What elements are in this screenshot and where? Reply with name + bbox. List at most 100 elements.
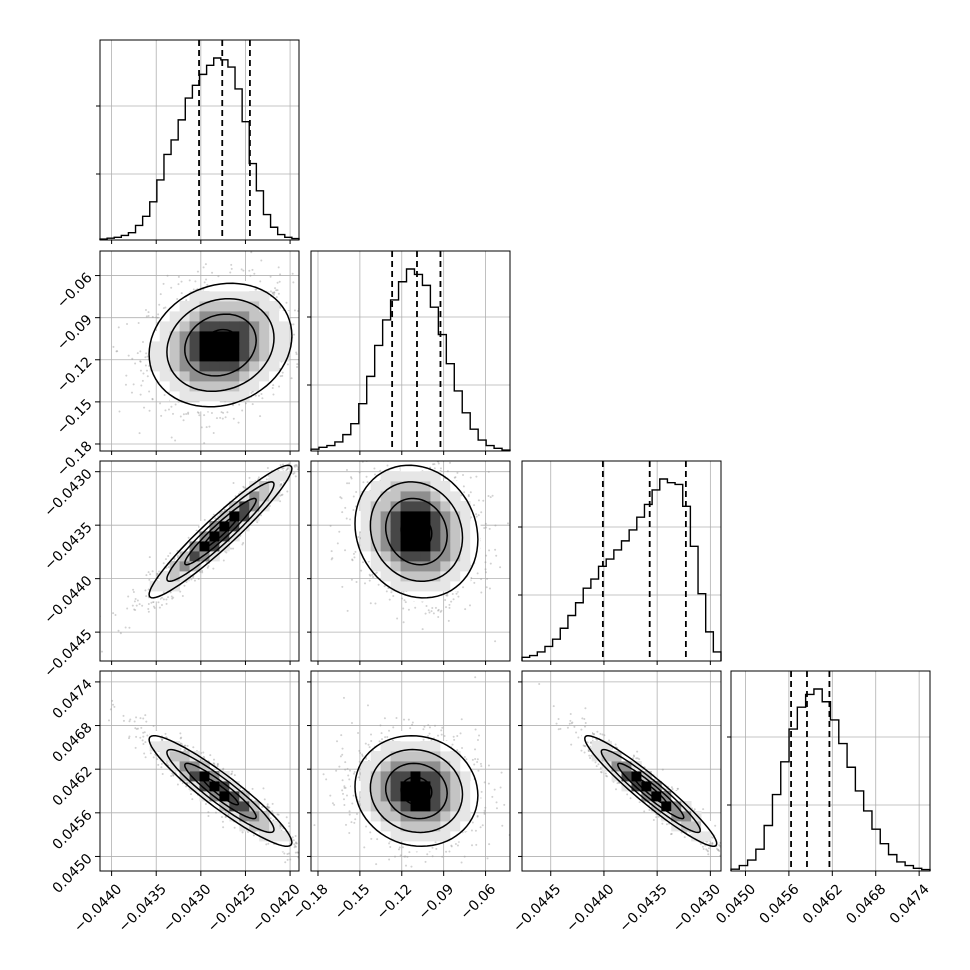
- scatter-point: [275, 289, 278, 292]
- scatter-point: [134, 608, 137, 611]
- density-cell: [269, 471, 280, 482]
- density-cell: [269, 341, 280, 352]
- density-cell: [199, 391, 210, 402]
- scatter-point: [257, 476, 260, 479]
- scatter-point: [432, 463, 435, 466]
- scatter-point: [292, 323, 295, 326]
- scatter-point: [303, 319, 305, 321]
- density-cell: [209, 301, 220, 312]
- scatter-point: [233, 826, 236, 829]
- scatter-point: [152, 605, 155, 608]
- scatter-point: [345, 517, 348, 520]
- scatter-point: [383, 456, 385, 458]
- density-cell: [229, 391, 240, 402]
- density-cell: [430, 501, 441, 512]
- scatter-point: [250, 251, 253, 254]
- density-cell: [219, 371, 230, 382]
- scatter-point: [341, 511, 344, 514]
- scatter-point: [146, 375, 149, 378]
- scatter-point: [142, 731, 145, 734]
- scatter-point: [293, 464, 296, 467]
- scatter-point: [345, 468, 348, 471]
- scatter-point: [149, 573, 152, 576]
- scatter-point: [206, 566, 209, 569]
- density-cell: [219, 321, 230, 332]
- density-cell: [229, 281, 240, 292]
- scatter-point: [162, 598, 165, 601]
- density-cell: [410, 531, 421, 542]
- density-cell: [209, 281, 220, 292]
- density-cell: [159, 371, 171, 382]
- density-cell: [179, 301, 190, 312]
- scatter-point: [388, 598, 391, 601]
- density-cell: [360, 511, 372, 522]
- density-cell: [450, 561, 461, 572]
- density-cell: [259, 331, 270, 342]
- scatter-point: [225, 551, 228, 554]
- density-cell: [159, 581, 171, 592]
- scatter-point: [135, 604, 138, 607]
- scatter-point: [261, 397, 264, 400]
- scatter-point: [251, 268, 254, 271]
- panel-frame: [310, 250, 511, 452]
- scatter-point: [257, 394, 260, 397]
- scatter-point: [445, 606, 448, 609]
- density-cell: [269, 371, 280, 382]
- scatter-point: [313, 452, 315, 454]
- scatter-point: [202, 288, 205, 291]
- scatter-point: [134, 362, 137, 365]
- scatter-point: [141, 379, 144, 382]
- scatter-point: [204, 246, 206, 248]
- scatter-point: [325, 343, 327, 345]
- scatter-point: [244, 487, 247, 490]
- scatter-point: [294, 464, 297, 467]
- density-cell: [279, 321, 290, 332]
- density-cell: [249, 481, 260, 492]
- density-cell: [259, 481, 270, 492]
- density-cell: [259, 321, 270, 332]
- scatter-point: [206, 283, 209, 286]
- scatter-point: [276, 813, 279, 816]
- density-cell: [400, 511, 411, 522]
- scatter-point: [173, 558, 176, 561]
- scatter-point: [440, 609, 443, 612]
- scatter-point: [211, 271, 214, 274]
- scatter-point: [339, 496, 342, 499]
- density-cell: [219, 391, 230, 402]
- scatter-point: [147, 315, 150, 318]
- scatter-point: [355, 580, 358, 583]
- scatter-point: [288, 462, 291, 465]
- hist-panel-2: [521, 460, 722, 662]
- density-cell: [239, 361, 250, 372]
- density-cell: [370, 511, 382, 522]
- scatter-point: [484, 522, 487, 525]
- density-cell: [400, 471, 411, 482]
- scatter-point: [447, 457, 449, 459]
- scatter-point: [394, 452, 396, 454]
- hist-panel-3: [730, 670, 931, 872]
- scatter-point: [293, 309, 296, 312]
- scatter-point: [293, 333, 296, 336]
- scatter-point: [293, 471, 296, 474]
- scatter-point: [305, 457, 307, 459]
- scatter-point: [421, 628, 424, 631]
- density-cell: [440, 501, 451, 512]
- scatter-point: [201, 571, 204, 574]
- scatter-point: [112, 612, 115, 615]
- scatter-point: [172, 773, 175, 776]
- density-cell: [259, 341, 270, 352]
- scatter-point: [308, 453, 310, 455]
- scatter-point: [200, 426, 203, 429]
- density-cell: [239, 331, 250, 342]
- scatter-point: [147, 571, 150, 574]
- density-cell: [199, 291, 210, 302]
- scatter-point: [203, 281, 206, 284]
- scatter-point: [203, 442, 206, 445]
- density-cell: [199, 321, 210, 332]
- scatter-point: [494, 548, 497, 551]
- density-cell: [390, 511, 401, 522]
- scatter-point: [395, 446, 397, 448]
- scatter-point: [260, 392, 263, 395]
- scatter-point: [414, 606, 417, 609]
- scatter-point: [346, 482, 349, 485]
